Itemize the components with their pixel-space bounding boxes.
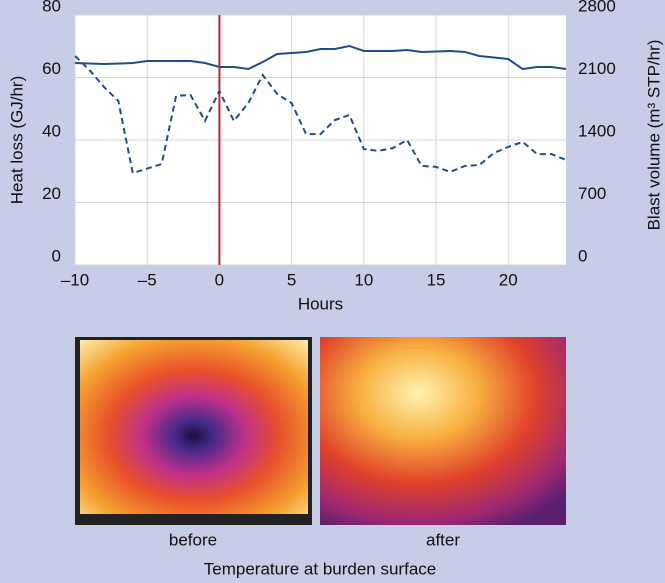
y-axis-label: Heat loss (GJ/hr)	[7, 76, 26, 204]
thermal-image-before	[80, 340, 308, 514]
y2-axis-label: Blast volume (m³ STP/hr)	[644, 40, 663, 231]
x-tick-label: –10	[61, 270, 89, 289]
data-line	[74, 55, 567, 175]
x-tick-label: 5	[287, 270, 296, 289]
x-tick-label: 15	[427, 270, 446, 289]
y-tick-label: 80	[42, 0, 61, 15]
y2-tick-label: 2800	[578, 0, 616, 15]
y2-tick-label: 2100	[578, 59, 616, 78]
y-tick-label: 60	[42, 59, 61, 78]
x-tick-label: 0	[215, 270, 224, 289]
y2-tick-label: 700	[578, 184, 606, 203]
x-tick-label: 20	[499, 270, 518, 289]
caption: Temperature at burden surface	[204, 559, 436, 578]
data-line	[74, 44, 567, 71]
image-label: after	[426, 530, 460, 549]
y-tick-label: 40	[42, 121, 61, 140]
y-tick-label: 20	[42, 184, 61, 203]
y-tick-label: 0	[52, 246, 61, 265]
image-label: before	[169, 530, 217, 549]
x-tick-label: 10	[354, 270, 373, 289]
x-axis-label: Hours	[298, 294, 343, 313]
x-tick-label: –5	[138, 270, 157, 289]
y2-tick-label: 0	[578, 246, 587, 265]
thermal-image-after	[320, 337, 566, 525]
y2-tick-label: 1400	[578, 121, 616, 140]
